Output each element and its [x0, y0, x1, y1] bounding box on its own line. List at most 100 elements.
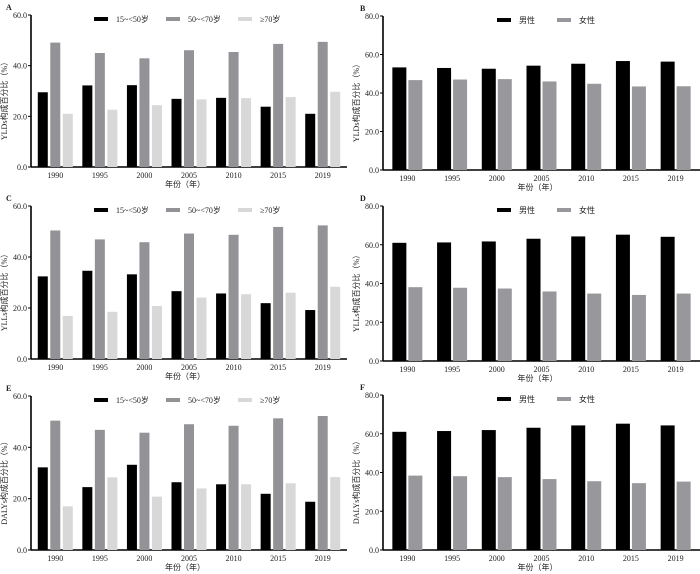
bar-c-2019-s0: [305, 310, 316, 359]
y-tick-label: 0.0: [17, 546, 27, 555]
y-tick-label: 20.0: [365, 507, 379, 516]
legend-label: ≥70岁: [260, 395, 280, 405]
panel-letter: B: [360, 4, 366, 13]
x-tick-label: 2019: [315, 554, 331, 563]
y-tick-label: 40.0: [365, 89, 379, 98]
bar-e-1990-s2: [62, 506, 73, 550]
bar-c-2005-s1: [184, 233, 194, 359]
bar-a-1995-s0: [82, 85, 93, 167]
bar-c-2005-s2: [196, 297, 207, 359]
y-axis-title: DALYs构成百分比（%）: [0, 437, 9, 524]
bar-c-1995-s1: [94, 239, 105, 359]
bar-b-2019-s1: [676, 86, 691, 170]
legend-swatch: [497, 397, 511, 401]
bar-a-1995-s1: [94, 53, 105, 167]
x-tick-label: 2005: [181, 363, 197, 372]
bar-a-2010-s1: [228, 51, 239, 168]
x-tick-label: 2000: [489, 174, 505, 183]
x-axis-title: 年份（年）: [518, 182, 558, 192]
bar-e-2019-s0: [305, 501, 316, 550]
panel-d: D 0.0 20.0 40.0 60.0 80.0 YLLs构成百分比（%） 1990 1995…: [351, 194, 700, 383]
y-axis-title: YLDs构成百分比（%）: [351, 60, 361, 142]
legend-label: 女性: [579, 15, 595, 25]
panel-letter: C: [6, 194, 12, 203]
bar-b-2000-s0: [481, 68, 496, 170]
bar-b-1990-s0: [392, 67, 407, 170]
x-tick-label: 2015: [623, 174, 639, 183]
panel-letter: E: [6, 384, 11, 393]
y-tick-label: 40.0: [13, 253, 27, 262]
legend-label: 50~<70岁: [188, 395, 221, 405]
x-tick-label: 1995: [444, 554, 460, 563]
bar-c-1990-s1: [50, 230, 61, 359]
bar-f-1995-s1: [453, 476, 468, 550]
legend-label: 男性: [519, 15, 535, 25]
bar-f-2010-s1: [587, 481, 602, 550]
legend-label: 50~<70岁: [188, 14, 221, 24]
y-tick-label: 80.0: [365, 12, 379, 21]
legend-swatch: [497, 208, 511, 212]
bar-b-2000-s1: [497, 79, 512, 170]
x-axis-title: 年份（年）: [165, 179, 205, 189]
bar-b-1995-s1: [453, 79, 468, 170]
panel-f: F 0.0 20.0 40.0 60.0 80.0 DALYs构成百分比（%） 1990 199…: [351, 383, 700, 572]
bar-d-2015-s1: [631, 294, 646, 361]
x-tick-label: 2000: [136, 554, 152, 563]
bar-e-2015-s0: [260, 493, 271, 550]
x-tick-label: 2010: [578, 365, 594, 374]
x-tick-label: 1995: [444, 365, 460, 374]
bar-a-2015-s0: [260, 106, 271, 167]
legend-swatch: [557, 18, 571, 22]
bar-b-1990-s1: [408, 80, 423, 170]
bar-c-1990-s2: [62, 315, 73, 359]
bar-a-2019-s2: [330, 91, 341, 167]
bar-d-1995-s1: [453, 287, 468, 361]
legend-label: 女性: [579, 394, 595, 404]
bar-f-2000-s1: [497, 477, 512, 550]
x-tick-label: 2015: [270, 554, 286, 563]
legend-swatch: [557, 397, 571, 401]
panel-letter: A: [6, 3, 12, 12]
panel-letter: F: [360, 383, 365, 392]
bar-e-2005-s0: [171, 482, 182, 550]
bar-f-2010-s0: [571, 425, 586, 550]
y-tick-label: 20.0: [365, 128, 379, 137]
y-tick-label: 60.0: [13, 392, 27, 401]
x-tick-label: 2015: [623, 365, 639, 374]
bar-a-1990-s0: [37, 92, 48, 167]
y-tick-label: 0.0: [369, 546, 379, 555]
y-tick-label: 60.0: [365, 51, 379, 60]
bar-f-2015-s0: [615, 423, 630, 550]
bar-f-2019-s1: [676, 481, 691, 550]
bar-c-2010-s2: [241, 294, 252, 359]
bar-b-2019-s0: [660, 61, 675, 171]
x-tick-label: 2019: [668, 174, 684, 183]
x-tick-label: 1995: [92, 363, 108, 372]
x-tick-label: 2010: [226, 363, 242, 372]
x-tick-label: 2000: [489, 365, 505, 374]
y-axis-title: YLLs构成百分比（%）: [0, 250, 9, 331]
bar-b-2005-s0: [526, 65, 541, 170]
y-tick-label: 0.0: [17, 163, 27, 172]
bar-b-2015-s1: [631, 86, 646, 170]
bar-a-1995-s2: [107, 109, 118, 167]
bar-c-2019-s1: [317, 225, 328, 359]
bar-f-2019-s0: [660, 425, 675, 550]
legend-swatch: [94, 208, 108, 212]
bar-f-1990-s0: [392, 431, 407, 550]
bar-c-2015-s0: [260, 303, 271, 359]
legend-swatch: [497, 18, 511, 22]
x-axis-title: 年份（年）: [165, 562, 205, 572]
y-tick-label: 20.0: [13, 304, 27, 313]
x-tick-label: 1990: [399, 554, 415, 563]
bar-e-2000-s1: [139, 432, 150, 550]
y-tick-label: 60.0: [13, 202, 27, 211]
x-tick-label: 2005: [534, 365, 550, 374]
y-tick-label: 40.0: [365, 469, 379, 478]
bar-c-2010-s0: [216, 293, 227, 359]
x-tick-label: 1995: [92, 171, 108, 180]
bar-d-1995-s0: [437, 242, 452, 361]
bar-e-2015-s2: [285, 483, 296, 550]
bar-e-2015-s1: [273, 418, 284, 550]
bar-d-2000-s0: [481, 241, 496, 361]
